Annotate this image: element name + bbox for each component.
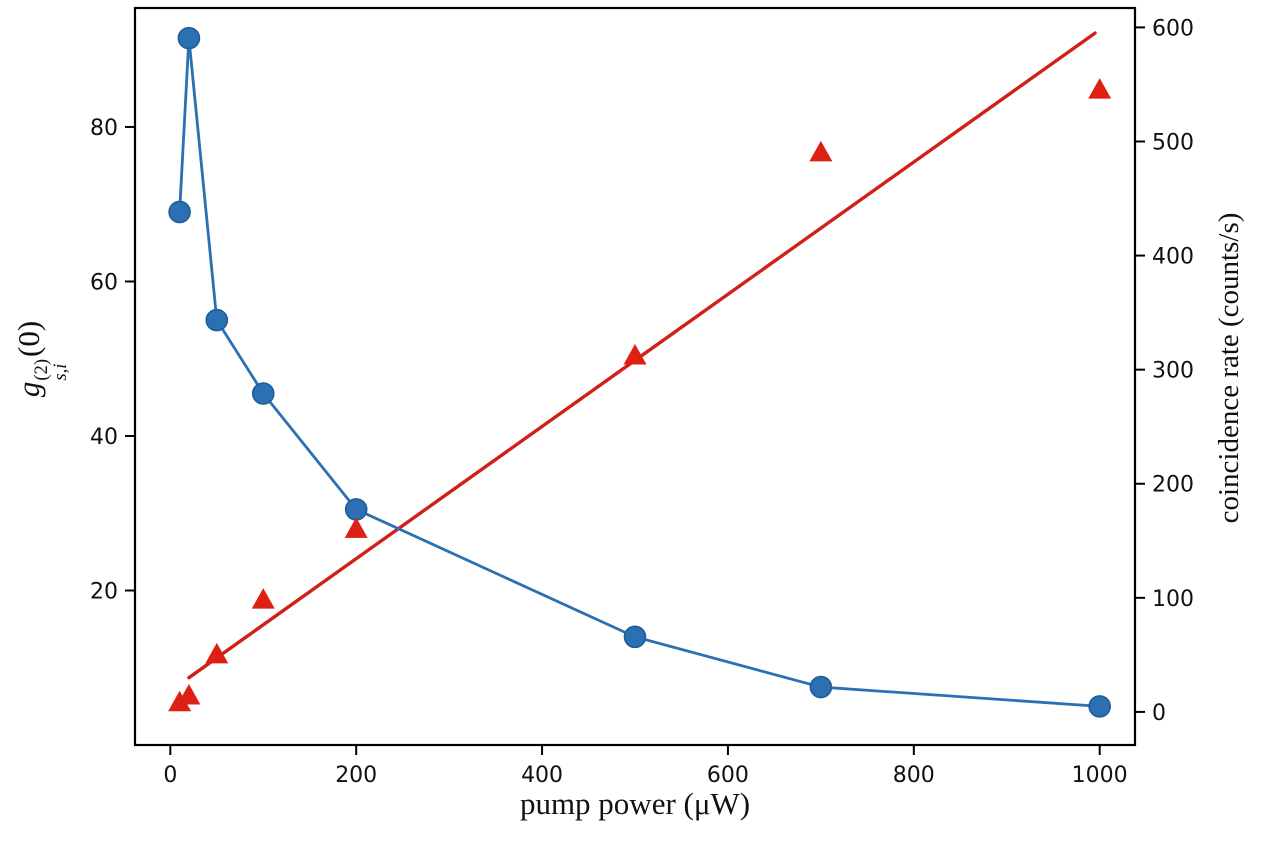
x-tick-label: 0	[163, 763, 177, 788]
x-axis-label: pump power (μW)	[519, 786, 751, 821]
coincidence-rate-point	[344, 517, 368, 538]
right-tick-label: 300	[1152, 359, 1194, 384]
g2-coherence-point	[177, 26, 201, 50]
left-tick-label: 80	[90, 116, 118, 141]
left-tick-label: 20	[90, 579, 118, 604]
right-axis-label: coincidence rate (counts/s)	[1213, 212, 1245, 524]
x-tick-label: 400	[521, 763, 563, 788]
coincidence-rate-point	[177, 683, 201, 705]
left-axis-label: g (2) s,i (0)	[11, 209, 71, 509]
left-axis-label-supsub: (2) s,i	[31, 359, 71, 381]
x-tick-label: 200	[335, 763, 377, 788]
coincidence-rate-point	[251, 588, 275, 609]
left-axis-label-sub: s,i	[49, 363, 71, 381]
right-tick-label: 500	[1152, 130, 1194, 155]
coincidence-rate-point	[1088, 78, 1112, 99]
left-axis-label-suffix: (0)	[11, 320, 46, 357]
x-tick-label: 600	[707, 763, 749, 788]
right-tick-label: 100	[1152, 587, 1194, 612]
plot-area	[135, 8, 1135, 745]
g2-coherence-point	[205, 308, 229, 332]
left-tick-label: 40	[90, 425, 118, 450]
plot-frame	[133, 6, 1137, 747]
g2-coherence-point	[623, 625, 647, 649]
right-tick-label: 600	[1152, 16, 1194, 41]
coincidence-rate-point	[205, 642, 229, 664]
right-tick-label: 0	[1152, 701, 1166, 726]
g2-coherence-point	[251, 382, 275, 405]
g2-coherence-point	[168, 200, 191, 224]
coincidence-rate-point	[809, 140, 833, 162]
left-axis-label-base: g	[11, 381, 46, 398]
x-tick-label: 1000	[1072, 763, 1128, 788]
right-tick-label: 200	[1152, 473, 1194, 498]
left-tick-label: 60	[90, 270, 118, 295]
g2-coherence-line	[178, 36, 1100, 708]
g2-coherence-point	[809, 675, 833, 699]
right-tick-label: 400	[1152, 245, 1194, 270]
x-tick-label: 800	[893, 763, 935, 788]
coincidence-rate-point	[623, 343, 647, 365]
g2-coherence-point	[344, 498, 368, 521]
fit-line	[187, 31, 1097, 680]
g2-coherence-point	[1088, 695, 1111, 718]
